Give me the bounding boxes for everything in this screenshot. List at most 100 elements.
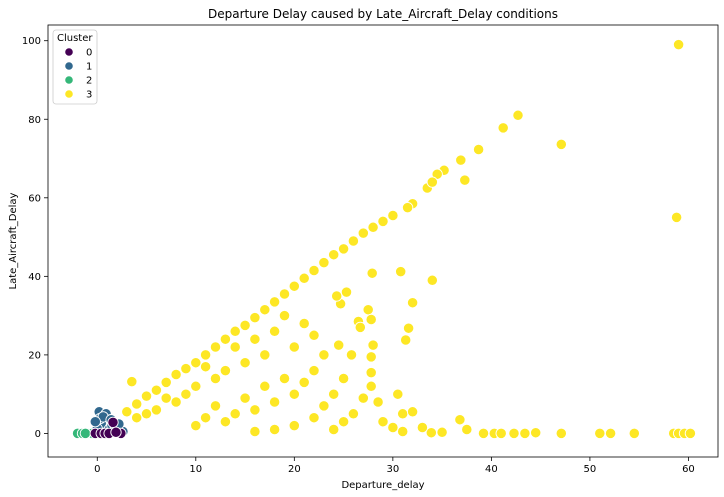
point-cluster-3	[406, 406, 419, 418]
point-cluster-3	[400, 334, 412, 346]
point-cluster-3	[199, 412, 212, 424]
point-cluster-3	[472, 143, 485, 156]
point-cluster-3	[357, 392, 369, 404]
plot-area	[47, 24, 719, 458]
point-cluster-3	[190, 380, 202, 392]
point-cluster-3	[308, 329, 320, 341]
point-cluster-3	[512, 109, 524, 121]
point-cluster-3	[268, 396, 281, 408]
point-cluster-3	[249, 404, 261, 416]
point-cluster-3	[333, 339, 345, 351]
point-cluster-3	[426, 176, 438, 188]
point-cluster-3	[239, 392, 251, 404]
y-tick-label: 20	[28, 350, 41, 361]
point-cluster-3	[249, 425, 261, 438]
point-cluster-3	[249, 311, 261, 324]
point-cluster-3	[308, 364, 320, 377]
legend: Cluster 0 1 2 3	[52, 29, 98, 105]
point-cluster-3	[209, 372, 222, 385]
point-cluster-3	[190, 357, 202, 369]
point-cluster-3	[366, 267, 378, 279]
point-cluster-3	[455, 154, 467, 166]
point-cluster-3	[406, 297, 419, 309]
point-cluster-3	[340, 286, 353, 298]
point-cluster-3	[219, 333, 232, 345]
point-cluster-3	[397, 425, 409, 438]
point-cluster-3	[387, 421, 399, 434]
point-cluster-3	[372, 396, 384, 408]
point-cluster-3	[140, 390, 153, 402]
x-tick-label: 0	[94, 464, 100, 475]
point-cluster-3	[670, 211, 683, 224]
point-cluster-3	[328, 423, 340, 436]
data-points	[71, 38, 697, 440]
point-cluster-3	[426, 274, 438, 286]
legend-marker-2	[64, 75, 74, 85]
point-cluster-3	[328, 388, 340, 400]
point-cluster-3	[268, 325, 281, 337]
point-cluster-3	[199, 349, 212, 361]
point-cluster-3	[229, 341, 241, 353]
point-cluster-3	[337, 372, 350, 385]
point-cluster-3	[555, 427, 567, 440]
legend-marker-1	[64, 61, 74, 71]
x-axis-label: Departure_delay	[341, 480, 424, 491]
point-cluster-3	[416, 421, 429, 434]
y-tick-label: 0	[35, 429, 41, 440]
point-cluster-0	[107, 416, 119, 429]
point-cluster-3	[328, 249, 340, 261]
point-cluster-3	[594, 427, 606, 440]
point-cluster-3	[288, 419, 300, 432]
point-cluster-3	[150, 384, 163, 396]
point-cluster-3	[288, 341, 300, 353]
legend-label-1: 1	[86, 62, 92, 73]
point-cluster-0	[110, 426, 122, 438]
point-cluster-3	[436, 426, 448, 438]
point-cluster-3	[160, 376, 172, 389]
point-cluster-3	[199, 361, 212, 373]
point-cluster-3	[268, 296, 281, 308]
point-cluster-3	[219, 364, 232, 377]
point-cluster-3	[160, 392, 172, 404]
point-cluster-3	[318, 256, 330, 269]
point-cluster-3	[331, 290, 343, 302]
point-cluster-3	[170, 368, 182, 381]
x-tick-label: 40	[485, 464, 498, 475]
point-cluster-3	[530, 427, 542, 439]
point-cluster-3	[337, 243, 350, 255]
y-axis-label: Late_Aircraft_Delay	[8, 192, 19, 289]
x-tick-label: 30	[386, 464, 399, 475]
legend-label-3: 3	[86, 90, 92, 101]
point-cluster-3	[425, 427, 437, 439]
point-cluster-3	[397, 408, 409, 420]
point-cluster-3	[278, 372, 291, 385]
x-tick-label: 50	[584, 464, 597, 475]
point-cluster-3	[684, 427, 697, 440]
point-cluster-3	[377, 416, 389, 428]
point-cluster-3	[365, 380, 377, 392]
point-cluster-3	[497, 122, 509, 134]
point-cluster-3	[395, 265, 407, 278]
point-cluster-3	[229, 325, 241, 337]
point-cluster-3	[318, 400, 330, 412]
legend-marker-0	[64, 47, 74, 57]
point-cluster-3	[288, 388, 300, 400]
point-cluster-3	[519, 427, 531, 440]
point-cluster-3	[259, 349, 271, 361]
point-cluster-3	[278, 309, 291, 322]
point-cluster-3	[131, 398, 143, 410]
point-cluster-3	[268, 423, 281, 436]
point-cluster-3	[495, 427, 507, 440]
legend-title: Cluster	[57, 33, 93, 44]
point-cluster-3	[367, 221, 379, 233]
point-cluster-3	[459, 174, 471, 186]
legend-box	[52, 29, 98, 105]
point-cluster-3	[259, 380, 271, 392]
point-cluster-3	[298, 272, 310, 284]
point-cluster-3	[357, 227, 369, 239]
point-cluster-3	[249, 333, 261, 345]
point-cluster-3	[131, 412, 143, 424]
legend-items: 0 1 2 3	[64, 47, 92, 101]
point-cluster-3	[190, 419, 202, 432]
point-cluster-3	[318, 349, 330, 361]
